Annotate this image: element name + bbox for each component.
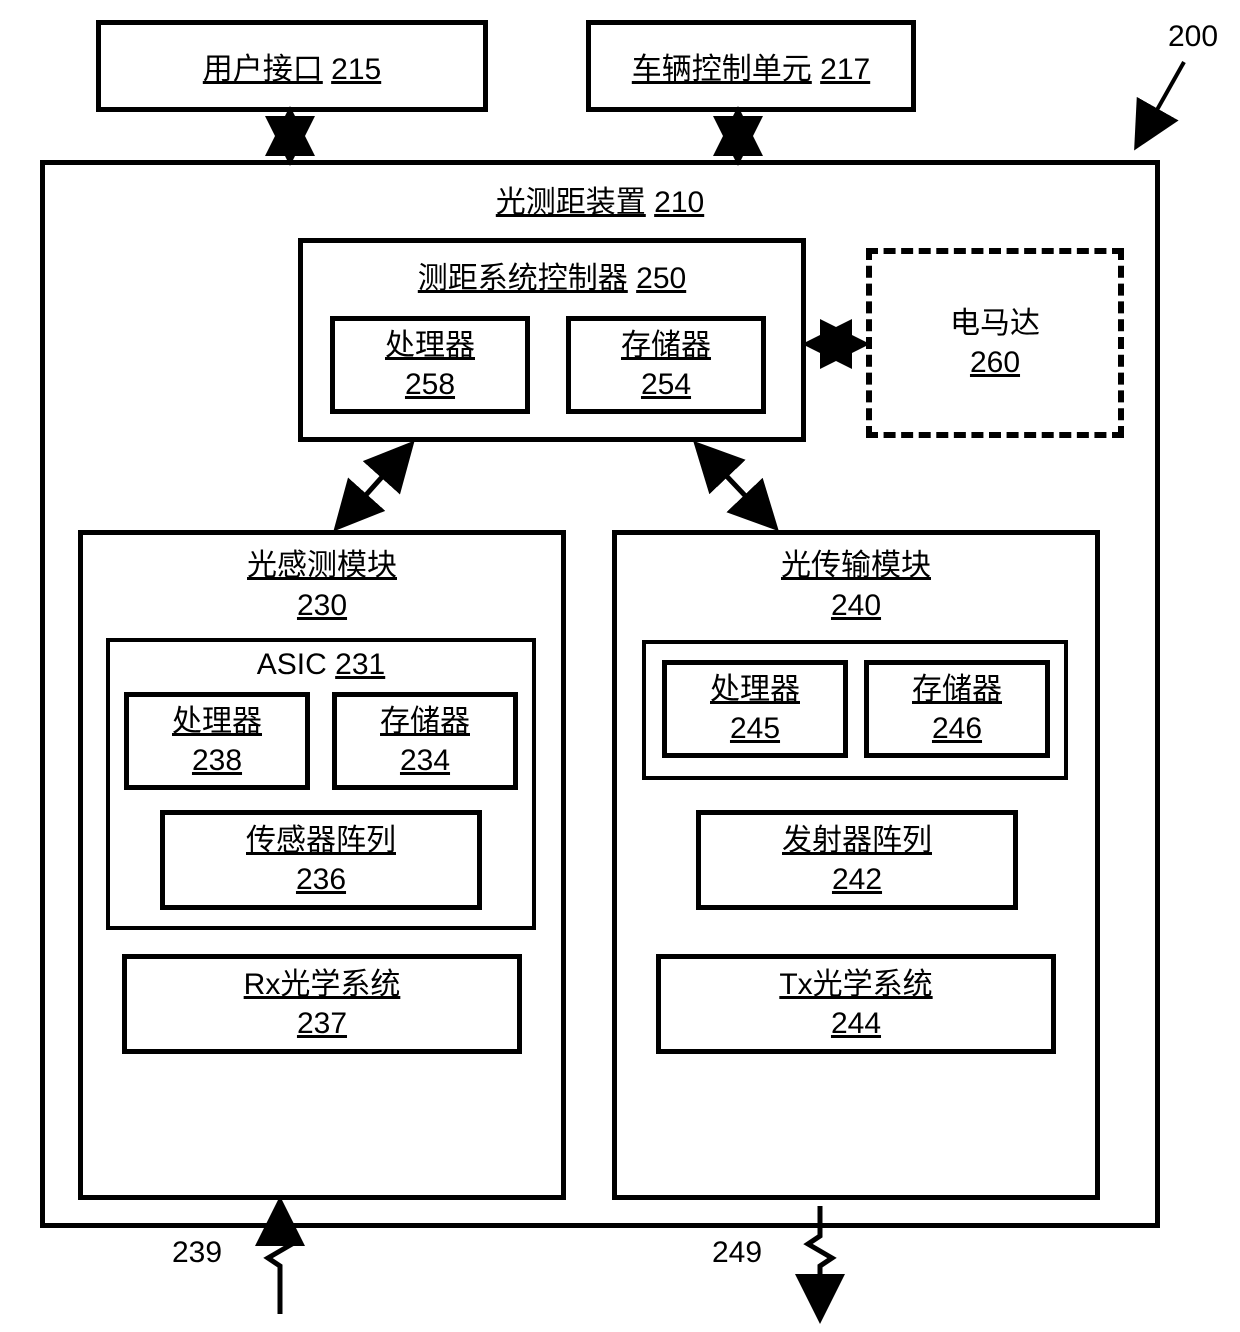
arrows-layer <box>0 0 1240 1332</box>
diagram-canvas: 200 用户接口 215 车辆控制单元 217 光测距装置 210 <box>0 0 1240 1332</box>
tx-ext-num: 249 <box>712 1236 762 1270</box>
rx-ext-num: 239 <box>172 1236 222 1270</box>
